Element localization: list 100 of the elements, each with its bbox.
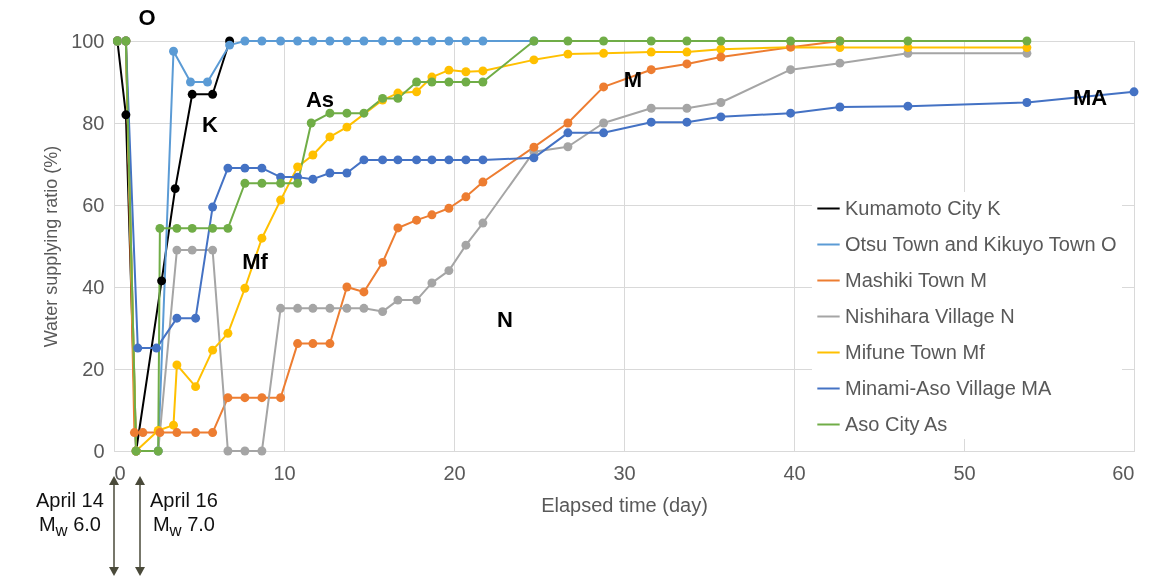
point — [461, 240, 471, 250]
point — [342, 36, 352, 46]
point — [152, 343, 161, 353]
point — [393, 295, 403, 305]
point — [169, 46, 178, 56]
point — [563, 118, 573, 128]
point — [903, 101, 913, 111]
point — [240, 446, 250, 456]
y-tick-label: 60 — [82, 193, 105, 216]
point — [393, 93, 403, 103]
point — [378, 307, 388, 317]
annotation: As — [305, 87, 335, 112]
point — [786, 65, 796, 75]
point — [1022, 98, 1032, 107]
point — [223, 393, 233, 403]
y-axis-title: Water supplying ratio (%) — [41, 145, 62, 348]
y-tick-label: 0 — [93, 439, 105, 462]
point — [682, 117, 692, 127]
point — [444, 65, 454, 75]
point — [393, 36, 403, 46]
point — [276, 195, 286, 205]
point — [563, 128, 573, 138]
point — [293, 339, 303, 349]
point — [444, 77, 454, 87]
point — [478, 77, 488, 87]
annotation: K — [202, 112, 219, 137]
point — [325, 303, 335, 313]
point — [786, 36, 796, 46]
y-tick-label: 80 — [82, 111, 105, 134]
point — [208, 223, 218, 233]
point — [835, 58, 845, 68]
y-tick-label: 40 — [82, 275, 105, 298]
point — [240, 163, 250, 173]
point — [478, 218, 488, 228]
point — [599, 128, 609, 138]
point — [121, 110, 131, 120]
point — [646, 103, 656, 113]
point — [223, 163, 233, 173]
point — [682, 36, 692, 46]
point — [172, 360, 182, 370]
point — [225, 40, 235, 50]
point — [682, 103, 692, 113]
point — [240, 283, 250, 293]
point — [427, 36, 437, 46]
point — [646, 65, 656, 75]
point — [461, 36, 471, 46]
point — [427, 77, 437, 87]
point — [529, 142, 539, 152]
point — [1022, 36, 1032, 46]
x-axis-title: Elapsed time (day) — [541, 493, 708, 516]
x-tick-label: 30 — [613, 461, 636, 484]
point — [257, 446, 267, 456]
point — [716, 112, 726, 122]
point — [293, 162, 303, 172]
point — [169, 420, 178, 430]
point — [427, 278, 437, 288]
x-tick-label: 20 — [443, 461, 466, 484]
annotation: N — [497, 307, 513, 332]
point — [208, 345, 218, 355]
point — [461, 155, 471, 165]
point — [427, 155, 437, 165]
point — [412, 155, 422, 165]
legend-label: Nishihara Village N — [845, 304, 1015, 327]
point — [191, 313, 201, 323]
point — [444, 266, 454, 276]
point — [682, 59, 692, 69]
point — [208, 89, 218, 99]
point — [157, 276, 167, 286]
point — [599, 36, 609, 46]
point — [359, 287, 369, 297]
point — [172, 313, 182, 323]
point — [682, 47, 692, 57]
point — [129, 428, 139, 438]
x-tick-label: 60 — [1112, 461, 1135, 484]
point — [308, 36, 318, 46]
point — [325, 339, 335, 349]
point — [257, 178, 267, 188]
point — [378, 257, 388, 267]
point — [393, 155, 403, 165]
x-tick-label: 10 — [273, 461, 296, 484]
point — [342, 122, 352, 132]
point — [903, 36, 913, 46]
point — [716, 98, 726, 107]
point — [187, 223, 197, 233]
point — [191, 428, 201, 438]
point — [257, 233, 267, 243]
point — [563, 49, 573, 59]
point — [208, 428, 218, 438]
point — [172, 428, 182, 438]
point — [155, 223, 165, 233]
point — [342, 108, 352, 118]
point — [308, 339, 318, 349]
point — [172, 223, 182, 233]
point — [646, 36, 656, 46]
point — [208, 202, 218, 212]
point — [342, 282, 352, 292]
point — [461, 77, 471, 87]
legend-label: Aso City As — [845, 412, 948, 435]
legend-label: Mashiki Town M — [845, 268, 987, 291]
point — [187, 245, 197, 255]
